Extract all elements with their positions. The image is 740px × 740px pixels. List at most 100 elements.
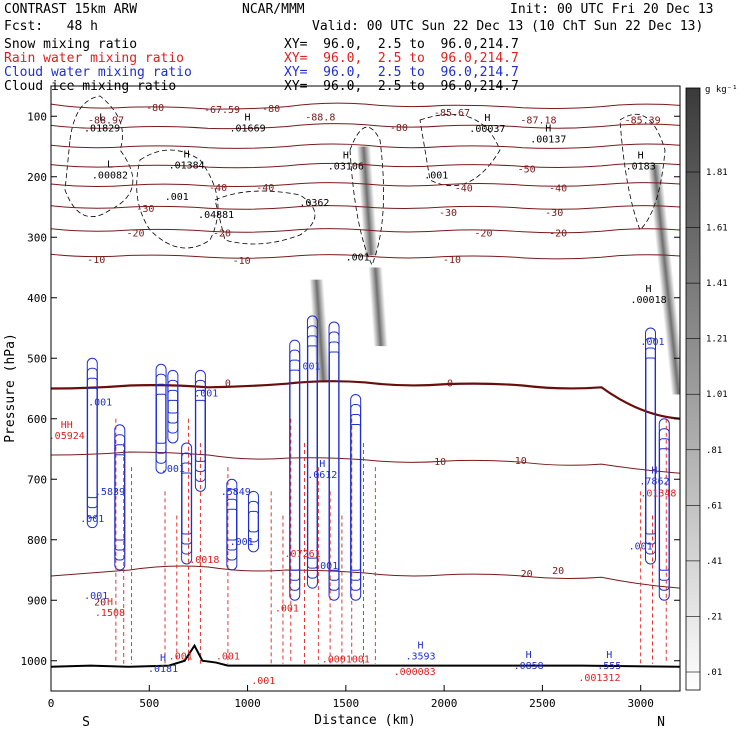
extremum-marker: H (606, 650, 612, 661)
temperature-label: -85.67 (434, 108, 470, 119)
temperature-label: 0 (225, 378, 231, 389)
extremum-value: .001 (161, 464, 185, 475)
y-tick-label: 700 (27, 473, 47, 486)
terrain-line (51, 643, 680, 668)
temperature-label: -40 (549, 184, 567, 195)
extremum-value: .001 (194, 389, 218, 400)
y-tick-label: 500 (27, 352, 47, 365)
temperature-label: -40 (256, 183, 274, 194)
temperature-contour-20 (51, 565, 680, 589)
field-xy-cloud-water: XY= 96.0, 2.5 to 96.0,214.7 (284, 65, 519, 80)
cloud-ice-plume (309, 279, 331, 383)
snow-contour (214, 190, 316, 245)
north-label: N (657, 715, 665, 730)
snow-contour (136, 149, 219, 249)
x-tick-label: 0 (48, 697, 55, 710)
org-label: NCAR/MMM (242, 2, 305, 17)
temperature-label: -20 (213, 228, 231, 239)
model-title: CONTRAST 15km ARW (4, 2, 138, 17)
temperature-label: -30 (439, 208, 457, 219)
extremum-value: .001 (275, 603, 299, 614)
extremum-marker: H (526, 650, 532, 661)
cloud-water-contour (181, 442, 193, 565)
init-time: Init: 00 UTC Fri 20 Dec 13 (510, 2, 714, 17)
cloud-ice-plume (368, 267, 388, 347)
extremum-value: .01384 (169, 160, 205, 171)
cloud-water-contour (328, 341, 340, 581)
temperature-contour-m30 (51, 205, 680, 210)
extremum-value: .001 (80, 514, 104, 525)
cloud-ice-plume (647, 164, 680, 395)
colorbar (685, 87, 701, 691)
extremum-value: .0018 (189, 555, 219, 566)
cloud-water-contour (658, 428, 670, 591)
colorbar-tick-label: .01 (706, 668, 722, 678)
cloud-water-contour (114, 454, 125, 541)
extremum-value: .5849 (221, 487, 251, 498)
temperature-label: -20 (474, 228, 492, 239)
extremum-value: .0858 (514, 661, 544, 672)
extremum-value: .5839 (95, 487, 125, 498)
temperature-label: -40 (209, 183, 227, 194)
x-tick-label: 500 (139, 697, 159, 710)
extremum-marker: L (107, 160, 113, 171)
cloud-water-contour (328, 321, 340, 601)
extremum-marker: H (651, 465, 657, 476)
temperature-label: -10 (87, 255, 105, 266)
extremum-marker: H (638, 151, 644, 162)
extremum-value: .001 (216, 652, 240, 663)
y-tick-label: 800 (27, 534, 47, 547)
colorbar-tick-label: 1.81 (706, 168, 728, 178)
colorbar-tick-label: 1.41 (706, 279, 728, 289)
extremum-value: .0612 (307, 470, 337, 481)
cloud-water-contour (226, 508, 238, 541)
cloud-water-contour (645, 327, 657, 565)
y-tick-label: 300 (27, 231, 47, 244)
field-label-snow: Snow mixing ratio (4, 37, 138, 52)
colorbar-tick-label: 1.21 (706, 335, 728, 345)
cloud-water-contour (167, 389, 179, 424)
temperature-label: -10 (233, 256, 251, 267)
temperature-contour-m80 (51, 102, 680, 110)
extremum-marker: H (319, 459, 325, 470)
south-label: S (82, 715, 90, 730)
temperature-label: -88.8 (305, 112, 335, 123)
x-tick-label: 1000 (234, 697, 261, 710)
extremum-value: .0183 (626, 162, 656, 173)
extremum-value: .03106 (328, 162, 364, 173)
snow-contour (64, 95, 134, 218)
cloud-water-contour (350, 424, 361, 571)
temperature-contour-m10 (51, 253, 680, 260)
extremum-value: .001 (424, 171, 448, 182)
y-tick-label: 100 (27, 110, 47, 123)
snow-contour (349, 126, 384, 266)
temperature-label: -20 (549, 228, 567, 239)
extremum-value: .01829 (84, 124, 120, 135)
y-tick-label: 400 (27, 292, 47, 305)
temperature-label: 20 (94, 597, 106, 608)
cloud-water-contour (289, 359, 301, 581)
cloud-water-contour (658, 438, 670, 581)
extremum-value: .001 (629, 542, 653, 553)
temperature-label: -80 (146, 103, 164, 114)
valid-time: Valid: 00 UTC Sun 22 Dec 13 (10 ChT Sun … (312, 19, 704, 34)
extremum-value: .00082 (92, 171, 128, 182)
cloud-water-contour (155, 373, 167, 464)
cloud-water-contour (248, 510, 259, 533)
cloud-water-contour (87, 387, 98, 499)
temperature-label: -85.39 (625, 115, 661, 126)
cloud-water-contour (645, 347, 656, 545)
x-tick-label: 3000 (627, 697, 654, 710)
temperature-label: 20 (552, 566, 564, 577)
cloud-water-contour (289, 369, 300, 571)
extremum-value: .001 (314, 561, 338, 572)
cloud-water-contour (181, 472, 192, 535)
colorbar-tick-label: .61 (706, 501, 722, 511)
extremum-value: .0001001 (322, 655, 370, 666)
temperature-label: 10 (434, 457, 446, 468)
temperature-contour-0 (51, 380, 680, 420)
extremum-value: .1508 (95, 608, 125, 619)
cloud-water-contour (195, 399, 206, 462)
extremum-value: .7862 (639, 476, 669, 487)
